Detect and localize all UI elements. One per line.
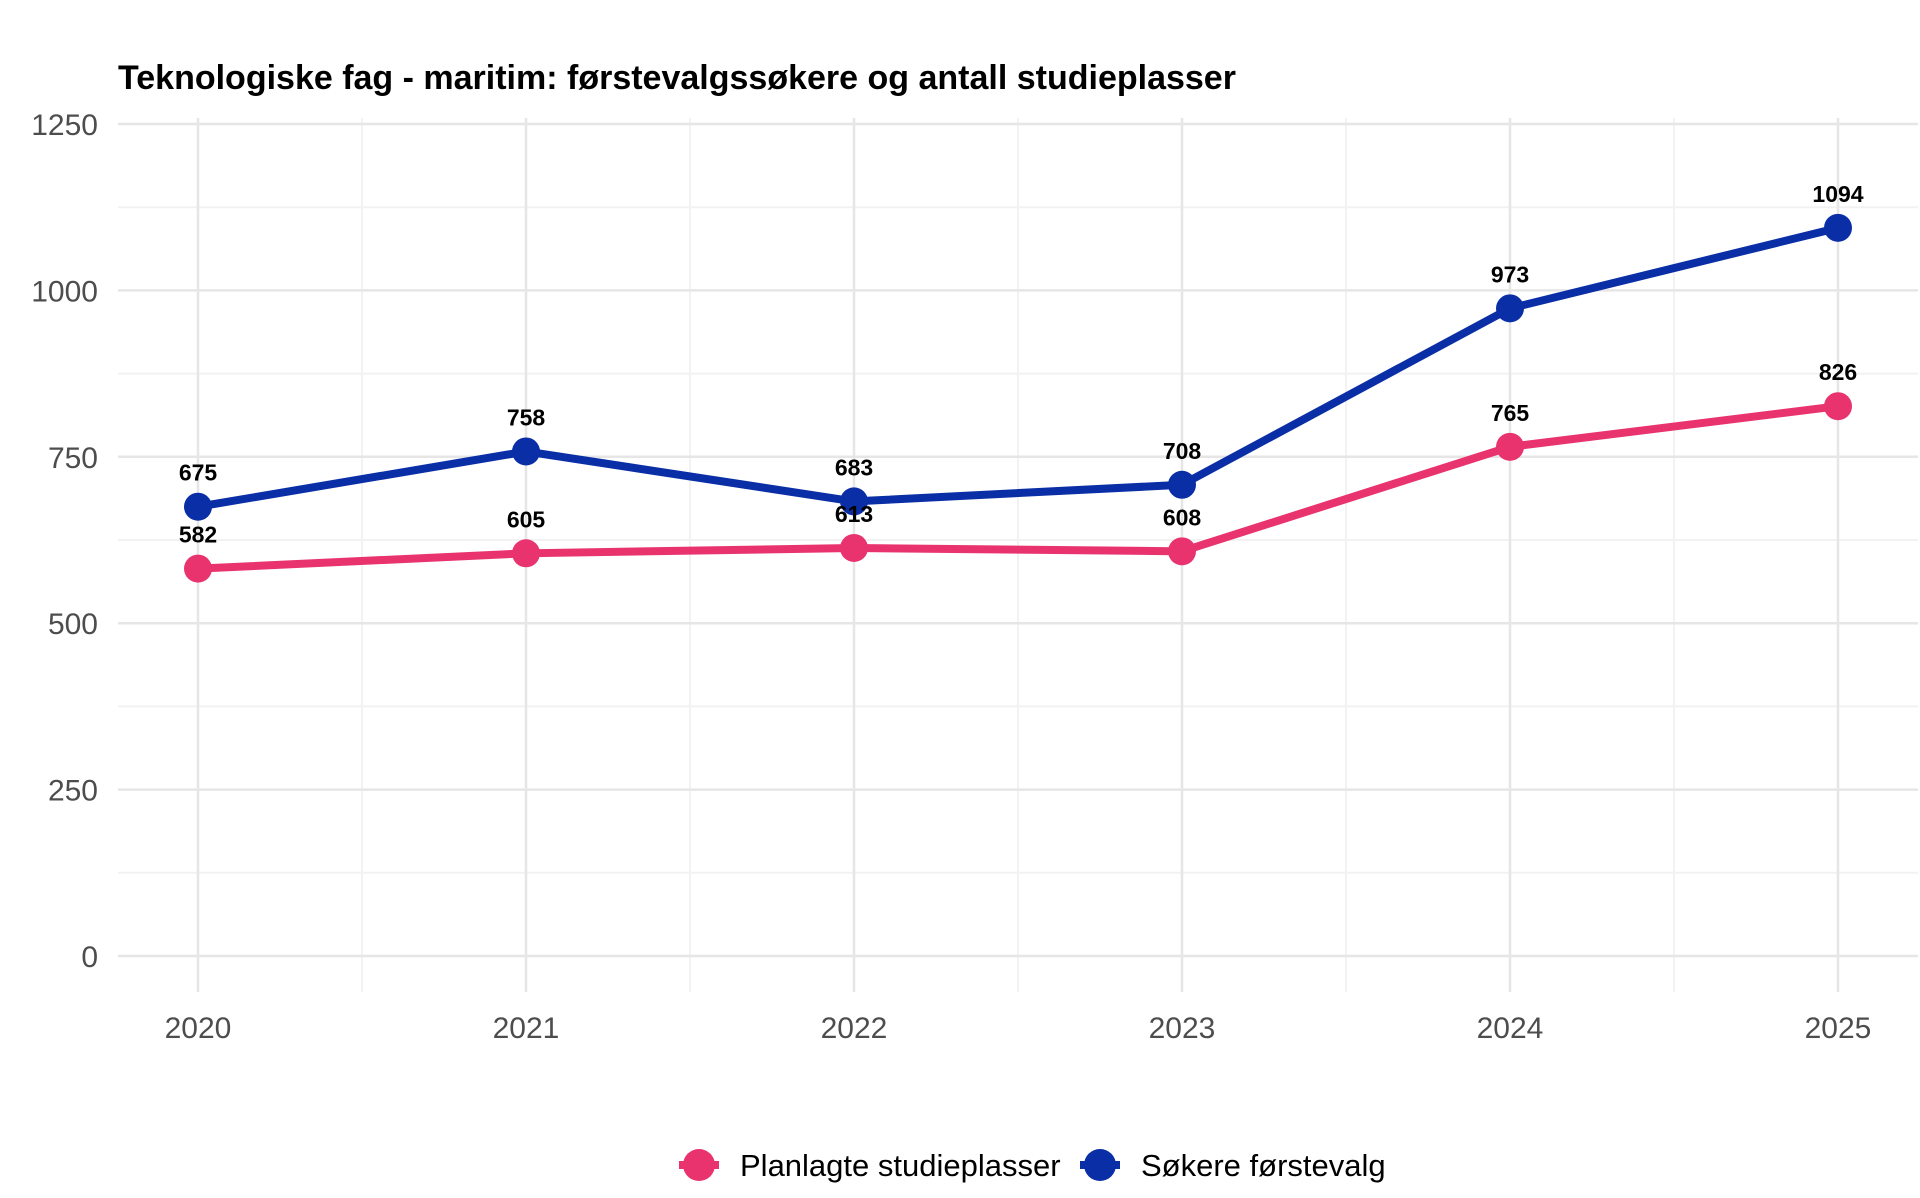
series-line: [194, 402, 1842, 573]
data-label: 973: [1491, 261, 1529, 287]
legend: Planlagte studieplasser Søkere førstevalg: [679, 1148, 1386, 1183]
y-axis-ticks: 0 250 500 750 1000 1250: [31, 109, 98, 974]
legend-item: Søkere førstevalg: [1080, 1148, 1386, 1183]
data-label: 683: [835, 454, 873, 480]
y-tick-label: 1250: [31, 109, 98, 142]
y-tick-label: 750: [48, 442, 98, 475]
data-point: [1168, 537, 1196, 566]
x-tick-label: 2024: [1477, 1012, 1544, 1045]
data-point: [1496, 294, 1524, 323]
data-label: 1094: [1812, 181, 1863, 207]
chart-title: Teknologiske fag - maritim: førstevalgss…: [118, 59, 1236, 97]
data-point: [1824, 213, 1852, 242]
x-axis-ticks: 2020 2021 2022 2023 2024 2025: [165, 1012, 1872, 1045]
data-label: 765: [1491, 400, 1530, 426]
legend-swatch-point: [683, 1149, 715, 1181]
series-line: [194, 223, 1842, 511]
legend-item: Planlagte studieplasser: [679, 1148, 1061, 1183]
series-planlagte-studieplasser: [184, 392, 1852, 583]
x-tick-label: 2023: [1149, 1012, 1216, 1045]
data-point: [184, 554, 212, 583]
data-label: 826: [1819, 359, 1857, 385]
legend-label: Søkere førstevalg: [1141, 1148, 1386, 1183]
y-tick-label: 250: [48, 775, 98, 808]
y-tick-label: 1000: [31, 275, 98, 308]
data-point: [840, 487, 868, 516]
data-point: [1496, 432, 1524, 461]
data-label: 675: [179, 460, 218, 486]
data-label: 605: [507, 506, 546, 532]
y-tick-label: 0: [81, 941, 98, 974]
data-point: [1824, 392, 1852, 421]
data-labels: 582 605 613 608 765 826 675 758 683 708 973 1094: [179, 181, 1864, 548]
data-point: [512, 437, 540, 466]
data-label: 613: [835, 501, 873, 527]
y-tick-label: 500: [48, 608, 98, 641]
x-tick-label: 2020: [165, 1012, 232, 1045]
data-label: 708: [1163, 438, 1202, 464]
data-label: 582: [179, 522, 217, 548]
data-label: 758: [507, 404, 546, 430]
data-point: [1168, 470, 1196, 499]
series-sokere-forstevalg: [184, 213, 1852, 521]
x-tick-label: 2022: [821, 1012, 888, 1045]
data-label: 608: [1163, 504, 1202, 530]
data-point: [840, 533, 868, 562]
data-point: [512, 539, 540, 568]
x-tick-label: 2025: [1805, 1012, 1872, 1045]
legend-label: Planlagte studieplasser: [740, 1148, 1061, 1183]
grid-layer: [118, 118, 1918, 992]
x-tick-label: 2021: [493, 1012, 560, 1045]
data-point: [184, 492, 212, 521]
series-layer: [184, 213, 1852, 583]
legend-swatch-point: [1084, 1149, 1116, 1181]
